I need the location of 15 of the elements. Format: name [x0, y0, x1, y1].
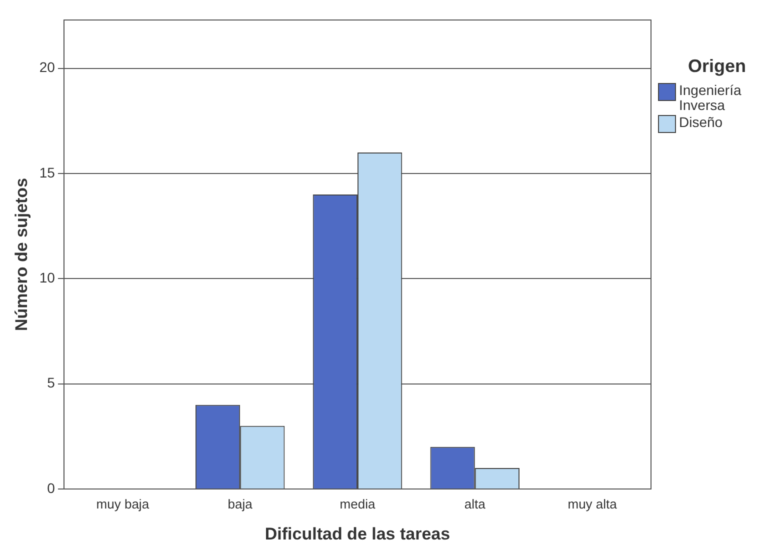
legend-title: Origen	[688, 56, 748, 77]
x-tick-label: media	[340, 496, 376, 512]
x-tick-label: muy alta	[568, 496, 618, 512]
y-axis-title: Número de sujetos	[12, 178, 31, 332]
legend-label: Ingeniería Inversa	[679, 82, 742, 113]
y-tick-label: 10	[39, 270, 56, 286]
y-tick-label: 15	[39, 164, 56, 180]
x-tick-label: muy baja	[96, 496, 150, 512]
legend-label: Diseño	[679, 114, 723, 130]
y-tick-label: 5	[47, 374, 56, 391]
x-tick-label: baja	[228, 496, 254, 512]
y-tick-label: 0	[47, 480, 56, 496]
x-axis-title: Dificultad de las tareas	[264, 524, 450, 544]
x-tick-label: alta	[464, 496, 486, 512]
y-tick-label: 20	[39, 59, 56, 76]
